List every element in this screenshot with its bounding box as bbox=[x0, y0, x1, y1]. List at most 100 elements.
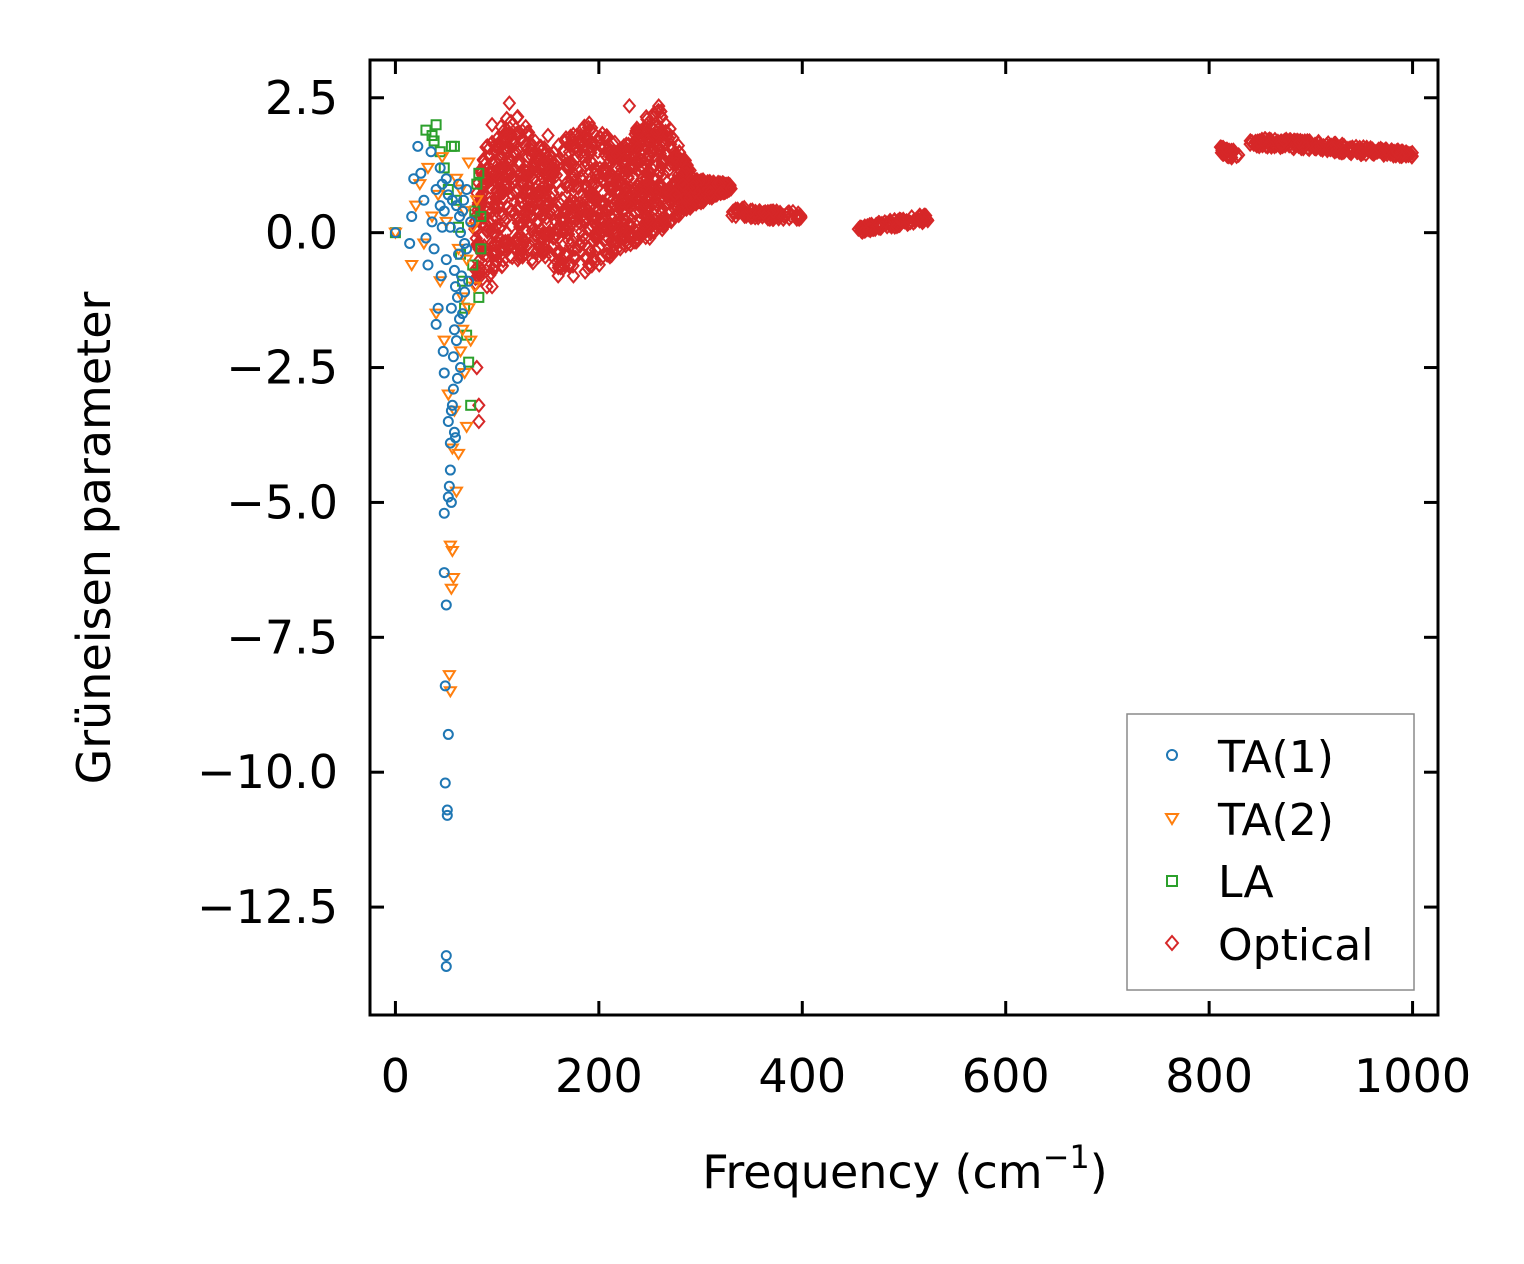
optical-point bbox=[579, 250, 594, 267]
ta-2-point bbox=[432, 276, 448, 289]
legend-label: TA(1) bbox=[1217, 732, 1334, 783]
ta-2-point bbox=[461, 303, 476, 316]
optical-point bbox=[527, 159, 542, 176]
ta-1-point bbox=[452, 248, 464, 260]
ta-1-point bbox=[426, 216, 438, 228]
optical-point bbox=[627, 159, 642, 176]
optical-point bbox=[518, 136, 533, 154]
ta-1-point bbox=[455, 227, 467, 239]
ta-1-point bbox=[418, 194, 430, 206]
optical-point bbox=[598, 231, 613, 248]
optical-point bbox=[566, 177, 581, 194]
y-tick-label: −12.5 bbox=[197, 880, 338, 934]
optical-point bbox=[1227, 143, 1241, 160]
legend-label: LA bbox=[1218, 857, 1274, 908]
optical-point bbox=[603, 246, 618, 263]
optical-point bbox=[515, 172, 530, 189]
optical-point bbox=[599, 246, 614, 263]
x-tick-label: 800 bbox=[1165, 1049, 1253, 1103]
optical-point bbox=[504, 203, 519, 220]
ta-1-point bbox=[449, 281, 461, 293]
x-tick-label: 1000 bbox=[1354, 1049, 1471, 1103]
ta-2-point bbox=[465, 222, 481, 235]
optical-point bbox=[630, 141, 644, 158]
optical-point bbox=[520, 168, 535, 185]
optical-point bbox=[510, 109, 524, 126]
optical-point bbox=[469, 222, 484, 239]
optical-point bbox=[510, 141, 525, 158]
la-point bbox=[465, 399, 477, 411]
ta-1-point bbox=[450, 200, 462, 212]
x-axis-label: Frequency (cm−1) bbox=[702, 1138, 1107, 1199]
y-tick-label: −5.0 bbox=[226, 475, 338, 529]
y-tick-label: −10.0 bbox=[197, 745, 338, 799]
optical-point bbox=[668, 186, 682, 203]
optical-point bbox=[1302, 132, 1317, 150]
ta-1-point bbox=[461, 183, 473, 195]
ta-1-point bbox=[439, 680, 451, 692]
optical-point bbox=[667, 208, 682, 225]
ta-2-point bbox=[459, 254, 474, 267]
optical-point bbox=[613, 240, 628, 257]
ta-1-point bbox=[451, 372, 463, 384]
optical-point bbox=[633, 203, 647, 220]
optical-point bbox=[480, 137, 495, 155]
optical-point bbox=[496, 123, 510, 140]
la-point bbox=[450, 194, 462, 206]
ta-1-point bbox=[425, 146, 437, 158]
optical-point bbox=[539, 197, 554, 214]
optical-point bbox=[480, 278, 494, 295]
optical-point bbox=[495, 209, 510, 226]
optical-point bbox=[1366, 145, 1381, 162]
optical-point bbox=[561, 226, 576, 243]
optical-point bbox=[487, 196, 502, 213]
ta-2-point bbox=[445, 545, 460, 558]
ta-1-point bbox=[451, 291, 463, 303]
ta-1-point bbox=[438, 205, 450, 217]
x-tick-labels: 0 200 400 600 800 1000 bbox=[381, 1049, 1471, 1103]
optical-point bbox=[545, 201, 559, 218]
optical-point bbox=[570, 178, 585, 195]
ta-2-point bbox=[446, 572, 461, 585]
optical-point bbox=[790, 208, 804, 225]
optical-point bbox=[468, 261, 483, 278]
optical-point bbox=[631, 123, 646, 140]
ta-1-point bbox=[459, 237, 471, 249]
optical-point bbox=[777, 207, 791, 224]
optical-point bbox=[515, 123, 530, 140]
optical-point bbox=[640, 212, 655, 229]
legend-label: TA(2) bbox=[1217, 795, 1334, 846]
optical-point bbox=[636, 187, 651, 204]
legend-entry-optical: Optical bbox=[1164, 920, 1373, 971]
ta-1-point bbox=[446, 399, 458, 411]
optical-point bbox=[468, 270, 483, 287]
optical-point bbox=[533, 139, 548, 156]
optical-point bbox=[663, 120, 677, 137]
ta-1-point bbox=[440, 254, 452, 266]
optical-point bbox=[1379, 141, 1394, 158]
optical-point bbox=[495, 258, 509, 275]
optical-point bbox=[540, 179, 554, 197]
optical-point bbox=[486, 246, 501, 264]
optical-point bbox=[518, 118, 533, 135]
ta-1-point bbox=[438, 567, 450, 579]
optical-point bbox=[593, 212, 608, 229]
optical-point bbox=[563, 237, 578, 254]
optical-point bbox=[557, 246, 572, 263]
ta-2-point bbox=[434, 152, 450, 165]
plot-frame bbox=[368, 58, 1440, 1017]
x-axis-label-superscript: −1 bbox=[1043, 1138, 1090, 1176]
ta-2-point bbox=[461, 157, 476, 170]
optical-point bbox=[477, 152, 492, 169]
ta-1-point bbox=[447, 351, 459, 363]
ta-1-point bbox=[412, 140, 424, 152]
optical-point bbox=[566, 126, 581, 143]
optical-point bbox=[498, 129, 513, 146]
x-tick-label: 600 bbox=[962, 1049, 1050, 1103]
ta-1-point bbox=[459, 286, 471, 298]
la-point bbox=[467, 259, 479, 271]
optical-point bbox=[557, 257, 572, 274]
optical-point bbox=[474, 192, 489, 210]
optical-point bbox=[485, 211, 500, 228]
optical-point bbox=[537, 244, 551, 261]
